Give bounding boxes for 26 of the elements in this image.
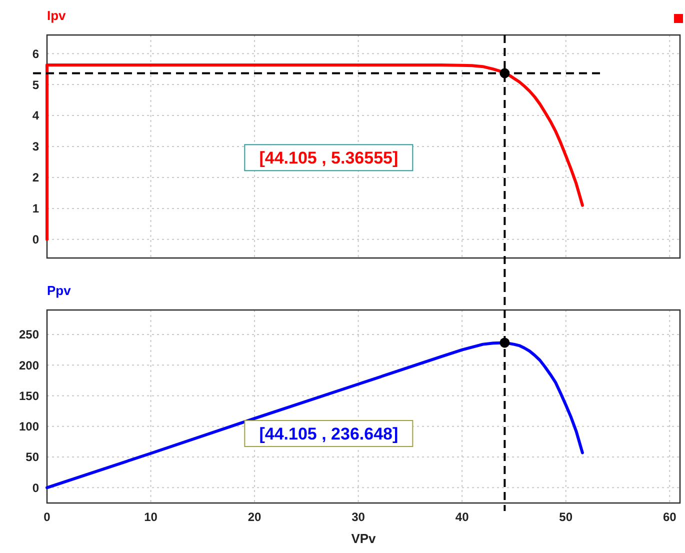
y-tick-label: 6	[32, 46, 40, 61]
x-tick-label: 30	[352, 510, 366, 524]
y-tick-label: 250	[18, 328, 40, 342]
x-tick-label: 60	[662, 510, 677, 524]
y-axis-title: Ipv	[47, 8, 67, 23]
x-tick-label: 0	[44, 510, 51, 524]
y-tick-label: 5	[32, 78, 40, 92]
line-series	[46, 64, 584, 241]
y-tick-label: 200	[18, 358, 40, 372]
annotation: [44.105 , 236.648]	[259, 424, 398, 444]
x-tick-label: 20	[248, 510, 262, 524]
y-tick-label: 1	[32, 202, 40, 216]
y-tick-label: 2	[32, 170, 40, 185]
y-tick-label: 150	[18, 388, 40, 403]
x-tick-label: 10	[144, 510, 158, 524]
y-tick-label: 4	[32, 108, 40, 123]
x-tick-label: 40	[455, 510, 470, 524]
y-tick-label: 0	[32, 480, 40, 495]
y-tick-label: 50	[26, 450, 40, 464]
y-tick-label: 0	[32, 232, 40, 247]
x-axis-title: VPv	[351, 531, 377, 546]
annotation: [44.105 , 5.36555]	[259, 148, 398, 168]
y-axis-title: Ppv	[47, 283, 72, 298]
y-tick-label: 3	[32, 140, 40, 154]
x-tick-label: 50	[559, 510, 573, 524]
y-tick-label: 100	[18, 420, 40, 434]
